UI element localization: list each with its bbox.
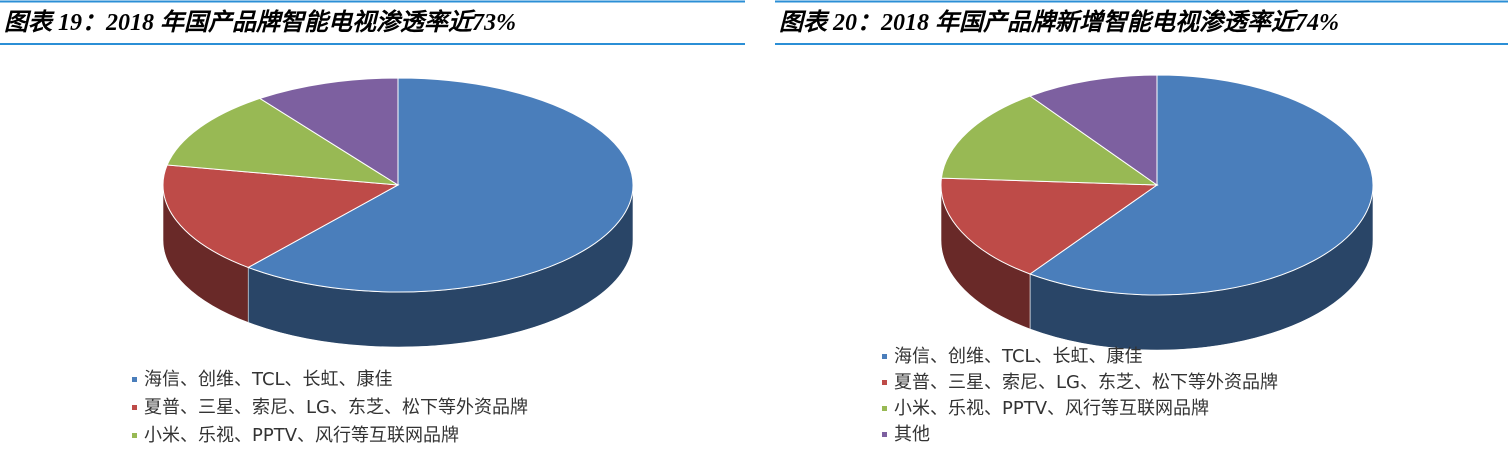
legend-swatch: [882, 380, 887, 385]
legend-label: 其他: [894, 424, 930, 445]
legend-swatch: [132, 405, 137, 410]
legend-label: 小米、乐视、PPTV、风行等互联网品牌: [894, 398, 1209, 419]
chart-title: 图表 20：2018 年国产品牌新增智能电视渗透率近74%: [779, 9, 1339, 36]
legend-label: 海信、创维、TCL、长虹、康佳: [894, 346, 1143, 367]
legend-swatch: [882, 432, 887, 437]
chart-title: 图表 19：2018 年国产品牌智能电视渗透率近73%: [4, 9, 516, 36]
pie-slice: [1028, 74, 1158, 186]
legend-label: 夏普、三星、索尼、LG、东芝、松下等外资品牌: [894, 372, 1278, 393]
pie-slice: [940, 95, 1159, 186]
pie-slice: [166, 97, 399, 186]
legend-swatch: [882, 406, 887, 411]
legend-label: 海信、创维、TCL、长虹、康佳: [144, 369, 393, 390]
legend-label: 小米、乐视、PPTV、风行等互联网品牌: [144, 425, 459, 446]
legend-label: 夏普、三星、索尼、LG、东芝、松下等外资品牌: [144, 397, 528, 418]
legend-swatch: [882, 354, 887, 359]
pie-slice: [247, 77, 634, 293]
pie-slice: [940, 177, 1159, 275]
pie-slice: [162, 164, 400, 268]
pie-slice: [1028, 74, 1374, 296]
legend-swatch: [132, 377, 137, 382]
pie-slice: [258, 77, 399, 186]
legend-swatch: [132, 433, 137, 438]
